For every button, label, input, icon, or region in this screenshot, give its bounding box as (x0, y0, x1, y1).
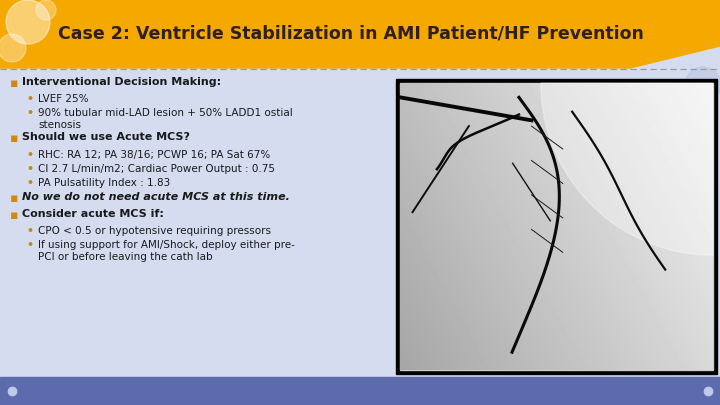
Text: 90% tubular mid-LAD lesion + 50% LADD1 ostial
stenosis: 90% tubular mid-LAD lesion + 50% LADD1 o… (38, 108, 293, 130)
Text: •: • (26, 240, 33, 250)
Circle shape (6, 0, 50, 44)
Circle shape (685, 67, 720, 103)
Text: CI 2.7 L/min/m2; Cardiac Power Output : 0.75: CI 2.7 L/min/m2; Cardiac Power Output : … (38, 164, 275, 174)
Text: •: • (26, 164, 33, 174)
Bar (400, 83, 713, 370)
Text: ▪: ▪ (10, 209, 19, 222)
Text: No we do not need acute MCS at this time.: No we do not need acute MCS at this time… (22, 192, 290, 202)
Text: ▪: ▪ (10, 77, 19, 90)
Text: Should we use Acute MCS?: Should we use Acute MCS? (22, 132, 190, 142)
Text: If using support for AMI/Shock, deploy either pre-
PCI or before leaving the cat: If using support for AMI/Shock, deploy e… (38, 240, 295, 262)
Circle shape (36, 0, 56, 20)
Text: Interventional Decision Making:: Interventional Decision Making: (22, 77, 221, 87)
Circle shape (0, 34, 26, 62)
Bar (396, 79, 717, 374)
Text: LVEF 25%: LVEF 25% (38, 94, 89, 104)
Text: •: • (26, 108, 33, 118)
Text: •: • (26, 150, 33, 160)
Text: ▪: ▪ (10, 132, 19, 145)
Text: Case 2: Ventricle Stabilization in AMI Patient/HF Prevention: Case 2: Ventricle Stabilization in AMI P… (58, 25, 644, 43)
Text: •: • (26, 226, 33, 236)
Wedge shape (541, 83, 713, 255)
Text: RHC: RA 12; PA 38/16; PCWP 16; PA Sat 67%: RHC: RA 12; PA 38/16; PCWP 16; PA Sat 67… (38, 150, 270, 160)
Polygon shape (0, 0, 720, 68)
Bar (0, 377, 720, 405)
Text: •: • (26, 94, 33, 104)
Text: ▪: ▪ (10, 192, 19, 205)
Text: Consider acute MCS if:: Consider acute MCS if: (22, 209, 164, 219)
Text: PA Pulsatility Index : 1.83: PA Pulsatility Index : 1.83 (38, 178, 170, 188)
Circle shape (678, 101, 702, 125)
Text: CPO < 0.5 or hypotensive requiring pressors: CPO < 0.5 or hypotensive requiring press… (38, 226, 271, 236)
Text: •: • (26, 178, 33, 188)
